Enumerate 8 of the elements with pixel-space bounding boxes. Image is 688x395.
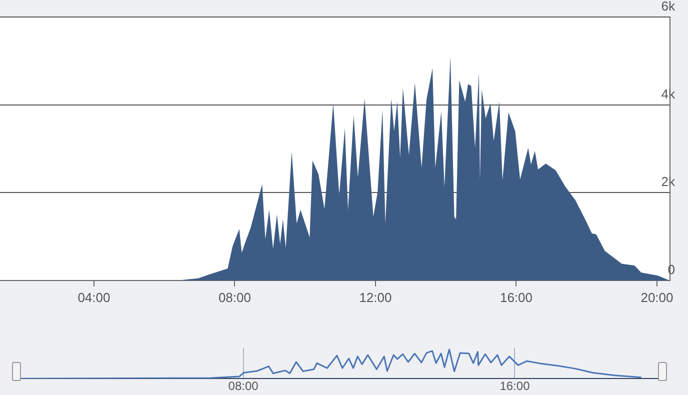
x-tick-label: 20:00 xyxy=(640,290,674,305)
y-tick-label: 6k xyxy=(661,0,676,14)
x-tick-label: 04:00 xyxy=(78,290,110,305)
x-tick-label: 16:00 xyxy=(500,379,530,394)
x-tick-label: 08:00 xyxy=(218,290,251,305)
x-tick-label: 12:00 xyxy=(359,290,392,305)
x-tick-label: 08:00 xyxy=(228,379,259,394)
x-tick-label: 16:00 xyxy=(500,290,532,305)
